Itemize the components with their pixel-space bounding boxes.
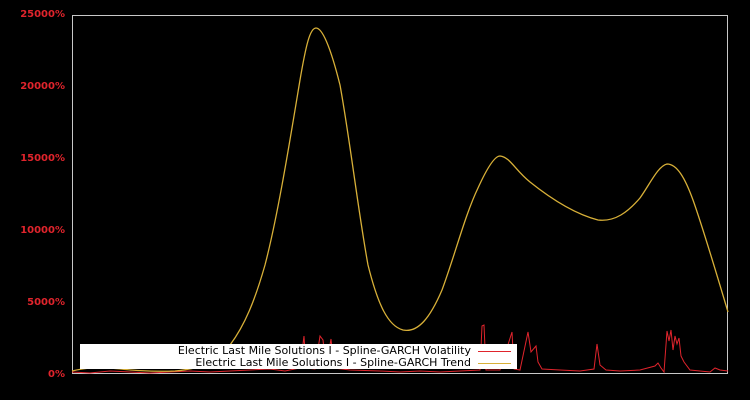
- y-tick-label: 25000%: [20, 9, 65, 20]
- legend-swatch-volatility: [478, 351, 511, 352]
- y-tick-label: 20000%: [20, 81, 65, 92]
- volatility-line: [71, 324, 729, 374]
- y-tick-label: 5000%: [27, 297, 65, 308]
- y-tick-label: 15000%: [20, 153, 65, 164]
- legend: Electric Last Mile Solutions I - Spline-…: [80, 344, 517, 369]
- legend-label-trend: Electric Last Mile Solutions I - Spline-…: [195, 356, 471, 369]
- legend-swatch-trend: [478, 363, 511, 364]
- plot-area: [72, 15, 728, 374]
- y-tick-label: 10000%: [20, 225, 65, 236]
- legend-label-volatility: Electric Last Mile Solutions I - Spline-…: [177, 344, 471, 357]
- trend-line: [71, 27, 729, 372]
- y-tick-label: 0%: [48, 369, 65, 380]
